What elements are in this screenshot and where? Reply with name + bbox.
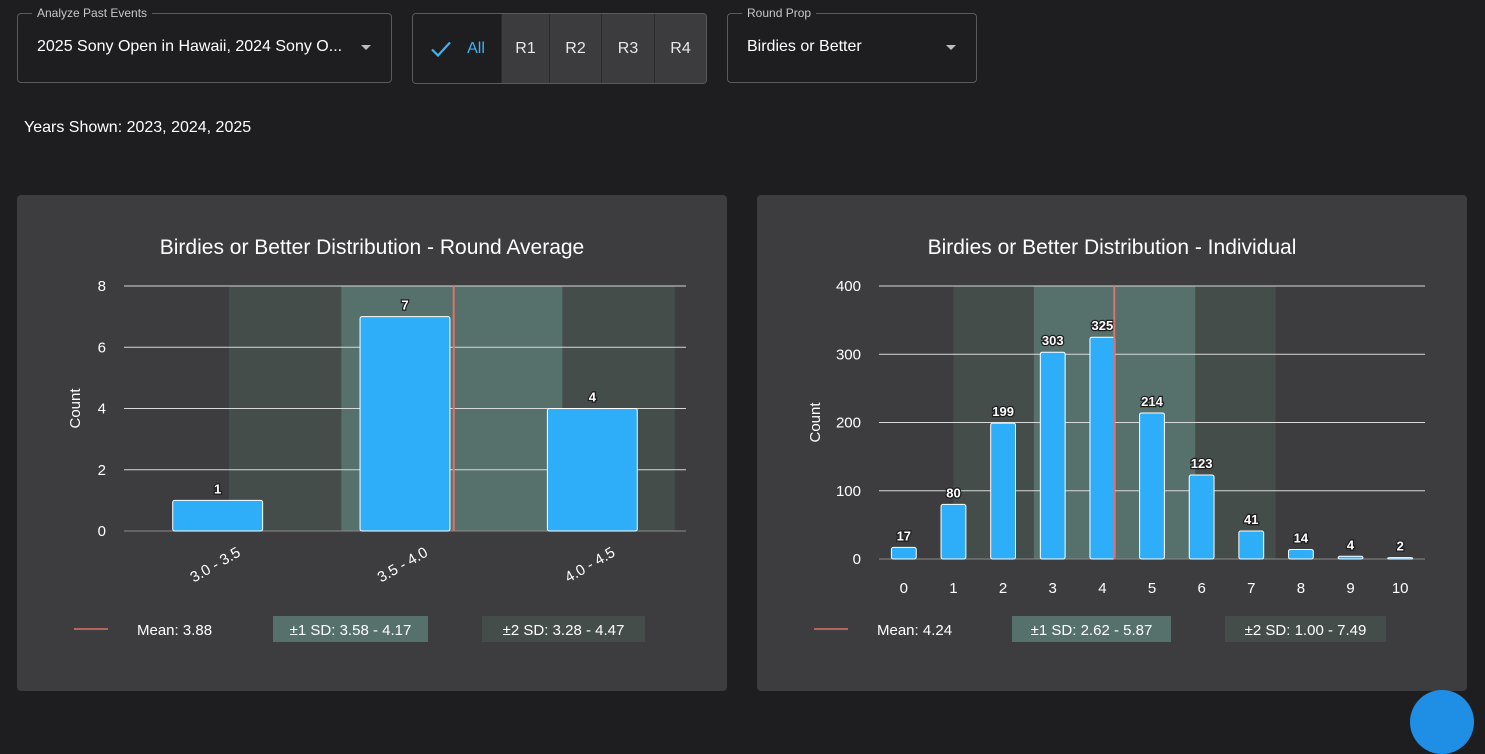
bar bbox=[1039, 351, 1066, 560]
y-tick-label: 400 bbox=[836, 278, 861, 295]
legend-sd2-box bbox=[482, 616, 645, 642]
events-dropdown-icon[interactable] bbox=[361, 45, 371, 50]
x-tick-label: 3 bbox=[1049, 580, 1057, 597]
y-tick-label: 6 bbox=[98, 339, 106, 356]
round-prop-dropdown-icon[interactable] bbox=[946, 45, 956, 50]
data-label: 303 bbox=[1042, 333, 1064, 348]
data-label: 325 bbox=[1092, 318, 1114, 333]
bar bbox=[940, 503, 967, 560]
y-tick-label: 2 bbox=[98, 462, 106, 479]
floating-action-button[interactable] bbox=[1410, 690, 1474, 754]
round-average-chart-panel: Birdies or Better Distribution - Round A… bbox=[17, 195, 727, 691]
x-tick-label: 0 bbox=[900, 580, 908, 597]
x-tick-label: 2 bbox=[999, 580, 1007, 597]
round-prop-select[interactable]: Round Prop Birdies or Better bbox=[727, 6, 977, 83]
events-select-value: 2025 Sony Open in Hawaii, 2024 Sony O... bbox=[37, 38, 343, 55]
round-r3-label: R3 bbox=[617, 39, 639, 57]
legend-sd1-label: ±1 SD: 3.58 - 4.17 bbox=[290, 622, 412, 639]
x-tick-label: 4.0 - 4.5 bbox=[562, 544, 618, 586]
y-tick-label: 0 bbox=[853, 551, 861, 568]
data-label: 214 bbox=[1141, 394, 1163, 409]
round-r4-button[interactable]: R4 bbox=[654, 14, 706, 83]
y-tick-label: 4 bbox=[98, 401, 106, 418]
individual-chart-panel: Birdies or Better Distribution - Individ… bbox=[757, 195, 1467, 691]
round-toggle-group: All R1 R2 R3 R4 bbox=[412, 13, 707, 84]
y-axis-label: Count bbox=[807, 402, 824, 443]
bar bbox=[1089, 336, 1116, 560]
x-tick-label: 6 bbox=[1197, 580, 1205, 597]
legend-sd2-box bbox=[1225, 616, 1386, 642]
round-r2-button[interactable]: R2 bbox=[549, 14, 601, 83]
data-label: 7 bbox=[401, 298, 408, 313]
y-tick-label: 200 bbox=[836, 415, 861, 432]
individual-chart: Birdies or Better Distribution - Individ… bbox=[807, 236, 1425, 642]
bar bbox=[1238, 530, 1265, 560]
legend-sd1-box bbox=[273, 616, 428, 642]
data-label: 4 bbox=[1347, 537, 1355, 552]
bar bbox=[890, 546, 917, 560]
bar bbox=[172, 499, 264, 532]
chart-title: Birdies or Better Distribution - Individ… bbox=[928, 236, 1297, 259]
legend-mean-label: Mean: 3.88 bbox=[137, 622, 212, 639]
x-tick-label: 10 bbox=[1392, 580, 1409, 597]
bar bbox=[1188, 474, 1215, 560]
round-r3-button[interactable]: R3 bbox=[601, 14, 654, 83]
events-select[interactable]: Analyze Past Events 2025 Sony Open in Ha… bbox=[17, 6, 392, 83]
y-tick-label: 300 bbox=[836, 346, 861, 363]
legend-mean-label: Mean: 4.24 bbox=[877, 622, 952, 639]
x-tick-label: 9 bbox=[1346, 580, 1354, 597]
data-label: 14 bbox=[1294, 530, 1309, 545]
bar bbox=[1139, 412, 1165, 560]
bar bbox=[1387, 557, 1414, 560]
x-tick-label: 7 bbox=[1247, 580, 1255, 597]
y-tick-label: 0 bbox=[98, 523, 106, 540]
y-axis-label: Count bbox=[67, 388, 84, 429]
data-label: 2 bbox=[1397, 539, 1404, 554]
round-all-label: All bbox=[467, 39, 485, 57]
legend-sd2-label: ±2 SD: 1.00 - 7.49 bbox=[1245, 622, 1367, 639]
x-tick-label: 5 bbox=[1148, 580, 1156, 597]
round-average-chart: Birdies or Better Distribution - Round A… bbox=[67, 236, 686, 642]
bar bbox=[359, 316, 451, 532]
legend-sd2-label: ±2 SD: 3.28 - 4.47 bbox=[503, 622, 625, 639]
round-r4-label: R4 bbox=[670, 39, 691, 57]
chart-title: Birdies or Better Distribution - Round A… bbox=[160, 236, 585, 259]
y-tick-label: 100 bbox=[836, 483, 861, 500]
data-label: 80 bbox=[946, 485, 960, 500]
bar bbox=[546, 408, 638, 532]
data-label: 123 bbox=[1191, 456, 1213, 471]
round-prop-label: Round Prop bbox=[742, 6, 817, 20]
y-tick-label: 8 bbox=[98, 278, 106, 295]
data-label: 41 bbox=[1244, 512, 1258, 527]
round-r2-label: R2 bbox=[565, 39, 586, 57]
round-r1-button[interactable]: R1 bbox=[501, 14, 549, 83]
check-icon bbox=[431, 41, 451, 57]
x-tick-label: 3.0 - 3.5 bbox=[187, 544, 243, 586]
round-all-button[interactable]: All bbox=[413, 14, 501, 83]
legend-sd1-box bbox=[1012, 616, 1171, 642]
x-tick-label: 3.5 - 4.0 bbox=[375, 544, 431, 586]
x-tick-label: 8 bbox=[1297, 580, 1305, 597]
data-label: 4 bbox=[589, 390, 597, 405]
legend-sd1-label: ±1 SD: 2.62 - 5.87 bbox=[1031, 622, 1153, 639]
x-tick-label: 4 bbox=[1098, 580, 1106, 597]
data-label: 199 bbox=[992, 404, 1014, 419]
x-tick-label: 1 bbox=[949, 580, 957, 597]
round-r1-label: R1 bbox=[515, 39, 536, 57]
bar bbox=[1337, 555, 1364, 560]
data-label: 1 bbox=[214, 481, 221, 496]
years-shown: Years Shown: 2023, 2024, 2025 bbox=[24, 119, 252, 136]
data-label: 17 bbox=[897, 528, 911, 543]
bar bbox=[990, 422, 1017, 560]
bar bbox=[1288, 548, 1314, 560]
events-select-label: Analyze Past Events bbox=[32, 6, 153, 20]
round-prop-value: Birdies or Better bbox=[747, 38, 862, 55]
